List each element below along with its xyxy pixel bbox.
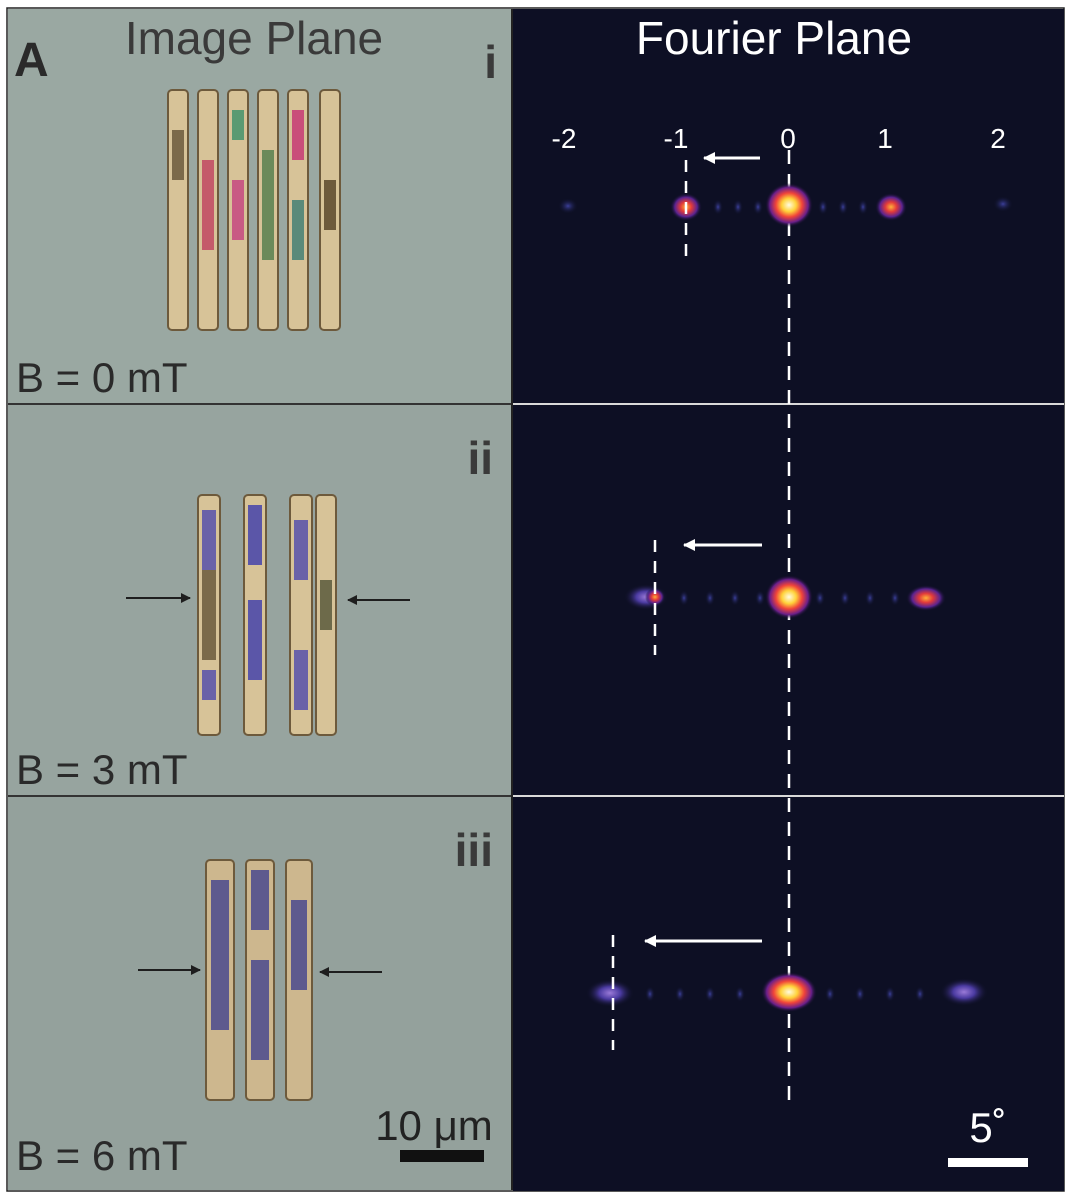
row-label-iii: iii	[455, 824, 493, 876]
order-label-minus-2: -2	[552, 123, 577, 154]
order-label-1: 1	[877, 123, 893, 154]
scale-bar-fourier	[948, 1158, 1028, 1167]
order-label-0: 0	[780, 123, 796, 154]
right-column-title: Fourier Plane	[636, 12, 912, 64]
field-label-i: B = 0 mT	[16, 354, 188, 401]
order-label-2: 2	[990, 123, 1006, 154]
scale-bar-image-label: 10 μm	[375, 1102, 493, 1149]
diffraction-spots-ii	[624, 575, 946, 619]
field-label-iii: B = 6 mT	[16, 1132, 188, 1179]
panel-letter: A	[14, 34, 49, 87]
fourier-plane-column: 5˚ Fourier Plane -2 -1 0 1 2	[513, 9, 1064, 1191]
microbar-array-ii	[197, 494, 337, 736]
microbar-array-i	[167, 89, 341, 331]
left-column-title: Image Plane	[125, 12, 383, 64]
field-label-ii: B = 3 mT	[16, 746, 188, 793]
order-label-minus-1: -1	[664, 123, 689, 154]
image-plane-column: 10 μm A Image Plane i ii iii B = 0 mT B …	[8, 9, 511, 1190]
microbar-array-iii	[205, 859, 313, 1101]
scale-bar-fourier-label: 5˚	[969, 1104, 1006, 1151]
row-label-ii: ii	[467, 432, 493, 484]
diffraction-spots-iii	[586, 972, 988, 1012]
scale-bar-image	[400, 1150, 484, 1162]
diffraction-spots-i	[558, 183, 1013, 227]
row-label-i: i	[484, 36, 497, 88]
